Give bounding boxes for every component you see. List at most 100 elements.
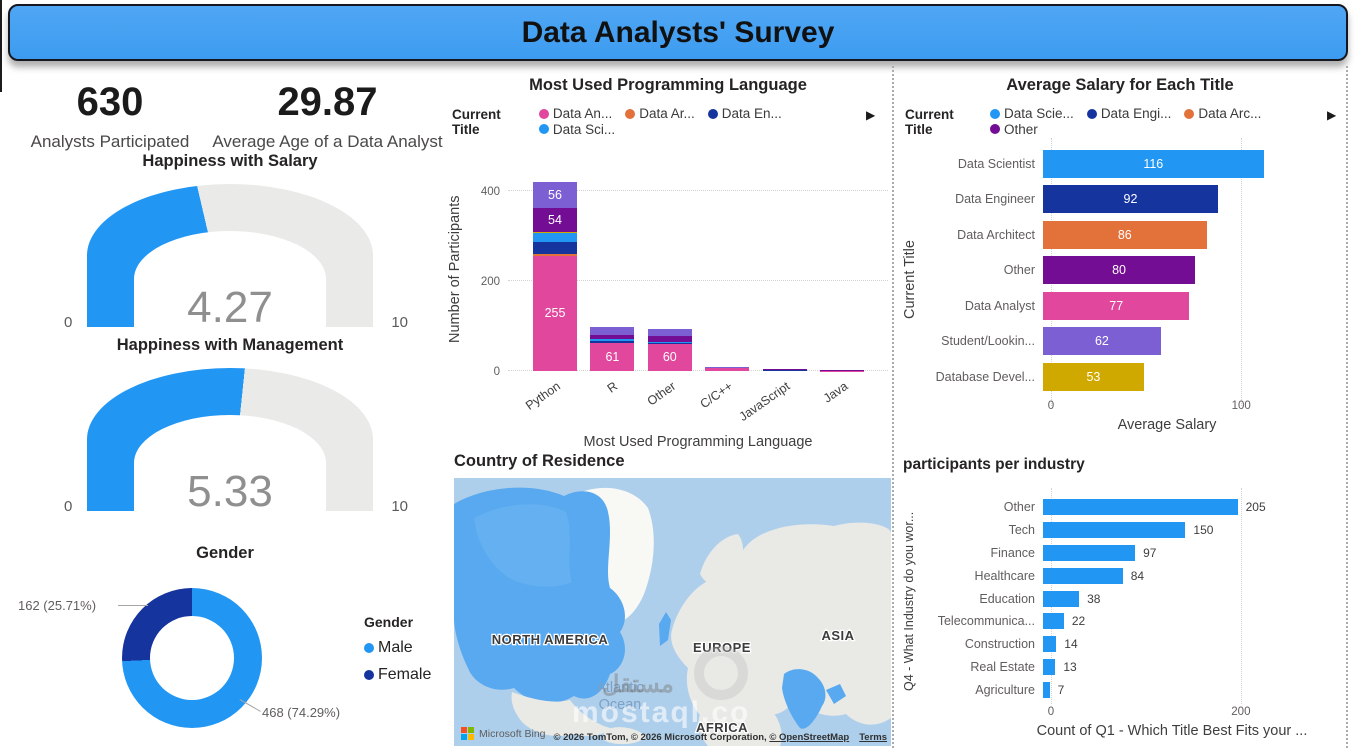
page-title: Data Analysts' Survey	[521, 15, 835, 49]
category-label: Construction	[964, 637, 1035, 652]
bar-segment[interactable]	[647, 329, 692, 337]
bar-value-label: 77	[1109, 298, 1124, 313]
bar-value-label: 86	[1117, 227, 1132, 242]
bar[interactable]	[1043, 522, 1186, 539]
slice-callout-female: 162 (25.71%)	[18, 598, 97, 613]
bar-segment[interactable]	[590, 334, 635, 340]
bar-segment[interactable]	[533, 254, 577, 256]
bar-segment[interactable]	[647, 342, 692, 344]
axis-tick-label: 200	[480, 275, 500, 288]
map-label-north-america: NORTH AMERICA	[492, 632, 609, 647]
bar-segment[interactable]	[590, 341, 635, 344]
legend-label: Data Ar...	[639, 106, 695, 121]
bar-row: Real Estate 13	[897, 656, 1337, 679]
bar-segment[interactable]: 255	[533, 255, 577, 371]
legend-items: Data An... Data Ar... Data En... Data Sci..…	[538, 106, 862, 137]
bar[interactable]: 62	[1043, 327, 1161, 356]
stacked-bar-plot: 255 54 56 61 60	[508, 168, 888, 371]
bar[interactable]	[1043, 658, 1056, 675]
bar[interactable]	[1043, 681, 1050, 698]
bar[interactable]: 116	[1043, 149, 1264, 178]
bar-track: 92	[1043, 185, 1275, 214]
bar-segment[interactable]	[647, 341, 692, 343]
terms-link[interactable]: Terms	[859, 732, 887, 743]
legend-item[interactable]: Data Sci...	[538, 122, 615, 137]
bar-segment[interactable]	[533, 241, 577, 255]
category-label: Other	[644, 379, 678, 409]
microsoft-bing-logo: Microsoft Bing	[461, 727, 546, 740]
legend-dot-icon	[1086, 108, 1097, 119]
bar-segment[interactable]	[590, 339, 635, 342]
bar[interactable]	[1043, 544, 1136, 561]
map-india-highlight[interactable]	[782, 669, 826, 729]
bar[interactable]	[1043, 636, 1057, 653]
map-africa	[698, 699, 782, 746]
map-uk-highlight[interactable]	[659, 612, 671, 646]
stacked-bar[interactable]	[762, 368, 807, 371]
legend-dot-icon	[990, 108, 1001, 119]
category-label: Data Analyst	[964, 298, 1035, 313]
legend-item[interactable]: Other	[990, 122, 1038, 137]
bar[interactable]	[1043, 499, 1238, 516]
bar[interactable]	[1043, 567, 1123, 584]
x-axis-title: Count of Q1 - Which Title Best Fits your…	[1036, 723, 1308, 740]
bar-segment[interactable]: 56	[533, 182, 577, 208]
gauge-min-label: 0	[64, 498, 73, 515]
category-label: Real Estate	[970, 659, 1035, 674]
legend-item[interactable]: Male	[364, 639, 431, 657]
map-label-atlantic-2: Ocean	[599, 697, 642, 713]
x-axis-ticks: 0 200	[1048, 706, 1295, 720]
bar[interactable]: 92	[1043, 185, 1218, 214]
bar-track: 14	[1043, 636, 1287, 653]
legend-item[interactable]: Female	[364, 666, 431, 684]
openstreetmap-link[interactable]: © OpenStreetMap	[769, 732, 850, 743]
bar-track: 53	[1043, 362, 1275, 391]
legend-label: Data Arc...	[1198, 106, 1262, 121]
bar[interactable]	[1043, 613, 1064, 630]
kpi-label: Average Age of a Data Analyst	[212, 132, 443, 151]
kpi-analysts-participated: 630 Analysts Participated	[10, 82, 210, 152]
world-map: NORTH AMERICA EUROPE ASIA AFRICA Atlanti…	[454, 478, 891, 746]
category-label: Student/Lookin...	[941, 334, 1035, 349]
legend-item[interactable]: Data Ar...	[625, 106, 695, 121]
category-label: Healthcare	[974, 568, 1035, 583]
map-attribution: © 2026 TomTom, © 2026 Microsoft Corporat…	[554, 732, 888, 743]
bar[interactable]	[1043, 590, 1080, 607]
bar-track: 38	[1043, 590, 1287, 607]
bar-segment[interactable]	[762, 368, 807, 370]
stacked-bar[interactable]: 255 54 56	[533, 182, 577, 371]
legend-item[interactable]: Data Scie...	[990, 106, 1074, 121]
legend-dot-icon	[364, 643, 374, 653]
legend-item[interactable]: Data Engi...	[1086, 106, 1171, 121]
bar-segment[interactable]	[647, 336, 692, 342]
bar-value-label: 62	[1094, 334, 1109, 349]
bar[interactable]: 53	[1043, 362, 1144, 391]
map-country-of-residence[interactable]: NORTH AMERICA EUROPE ASIA AFRICA Atlanti…	[454, 478, 891, 746]
stacked-bar[interactable]	[820, 370, 864, 371]
legend-scroll-arrow-icon[interactable]: ▶	[1327, 108, 1337, 122]
legend-item[interactable]: Data An...	[538, 106, 612, 121]
bar-segment[interactable]	[533, 232, 577, 234]
bar[interactable]: 86	[1043, 220, 1207, 249]
bar[interactable]: 80	[1043, 256, 1196, 285]
legend-scroll-arrow-icon[interactable]: ▶	[866, 108, 876, 122]
legend-item[interactable]: Data Arc...	[1184, 106, 1261, 121]
category-label: Education	[979, 591, 1035, 606]
stacked-bar[interactable]: 60	[647, 329, 692, 371]
bar-segment[interactable]	[762, 369, 807, 371]
bar-segment[interactable]	[705, 367, 750, 369]
bar-segment[interactable]	[533, 233, 577, 242]
bar-segment[interactable]	[590, 326, 635, 335]
stacked-bar[interactable]: 61	[590, 326, 635, 371]
category-label: Agriculture	[975, 682, 1035, 697]
bar-segment[interactable]	[705, 368, 750, 371]
kpi-label: Analysts Participated	[30, 132, 190, 151]
legend-item[interactable]: Data En...	[707, 106, 782, 121]
map-bangladesh-highlight[interactable]	[826, 684, 846, 704]
legend-dot-icon	[707, 108, 718, 119]
bar-segment[interactable]: 60	[647, 343, 692, 371]
bar-segment[interactable]: 61	[590, 343, 635, 371]
bar[interactable]: 77	[1043, 291, 1190, 320]
stacked-bar[interactable]	[705, 367, 750, 371]
bar-segment[interactable]: 54	[533, 207, 577, 233]
